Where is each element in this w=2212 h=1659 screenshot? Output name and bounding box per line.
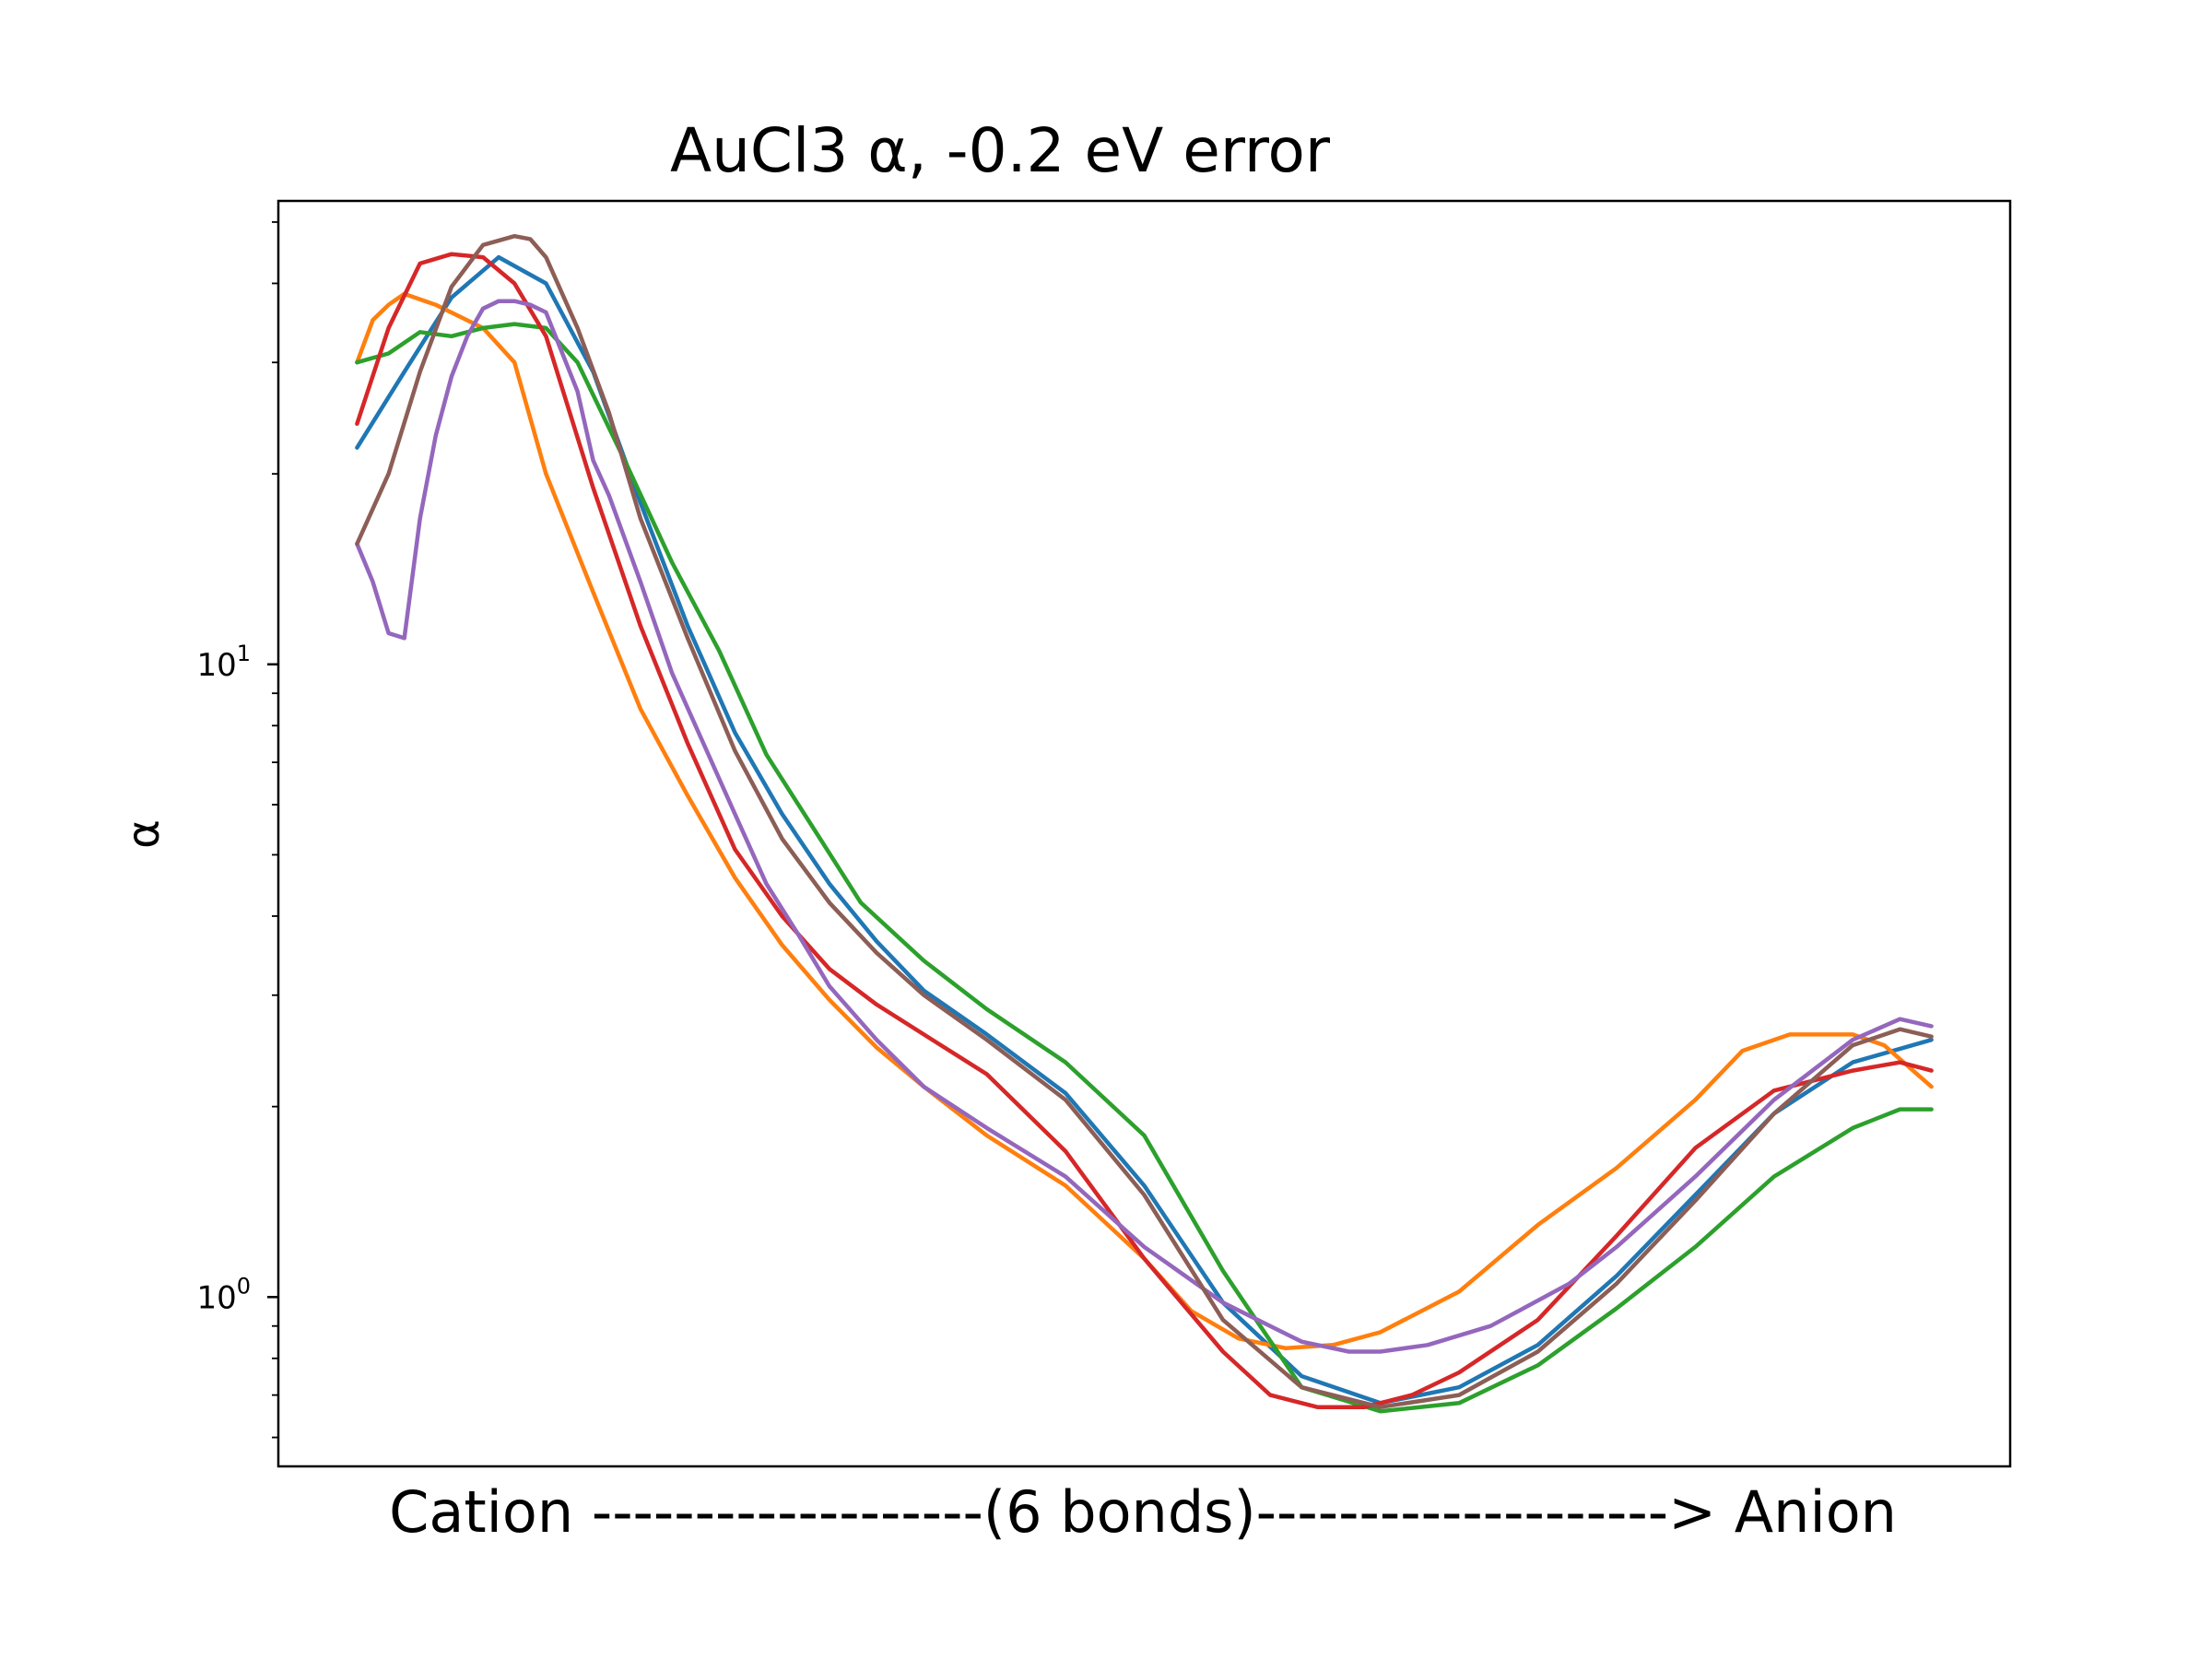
series-line-2	[355, 291, 1934, 1351]
y-tick-label: 100	[196, 1273, 251, 1316]
series-line-3	[355, 322, 1934, 1414]
x-axis-label: Cation -------------------(6 bonds)-----…	[389, 1478, 1897, 1546]
series-line-6	[355, 233, 1934, 1409]
series-line-5	[355, 299, 1934, 1354]
chart-title: AuCl3 α, -0.2 eV error	[670, 115, 1331, 186]
y-tick-label-exponent: 0	[237, 1273, 251, 1299]
y-axis-label: α	[118, 819, 170, 849]
series-line-4	[355, 252, 1934, 1409]
y-tick-label-base: 10	[196, 647, 236, 684]
y-tick-label: 101	[196, 641, 251, 684]
axes-frame	[276, 199, 2012, 1468]
y-tick-label-exponent: 1	[237, 641, 251, 666]
series-line-1	[355, 254, 1934, 1406]
y-tick-label-base: 10	[196, 1279, 236, 1316]
series-layer	[355, 233, 1934, 1414]
